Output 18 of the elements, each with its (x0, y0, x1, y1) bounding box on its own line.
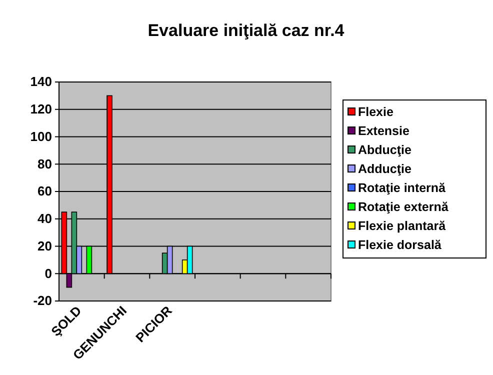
y-tick-label: 80 (38, 156, 52, 172)
y-tick-label: 60 (38, 184, 52, 199)
legend-label: Abducţie (358, 143, 412, 157)
legend-label: Flexie (358, 105, 394, 119)
legend-label: Flexie plantară (358, 219, 447, 233)
legend-label: Rotaţie internă (358, 181, 447, 195)
y-tick-label: 0 (44, 266, 52, 281)
y-tick-label: 120 (30, 102, 52, 117)
chart-title: Evaluare iniţială caz nr.4 (148, 21, 345, 40)
legend-label: Adducţie (358, 162, 412, 176)
y-tick-label: 100 (30, 128, 52, 144)
y-tick-label: -20 (33, 293, 52, 308)
y-tick-label: 40 (38, 211, 52, 226)
y-tick-label: 20 (38, 238, 52, 254)
legend-label: Rotaţie externă (358, 200, 450, 214)
legend-label: Flexie dorsală (358, 238, 442, 252)
y-tick-label: 140 (30, 74, 52, 90)
legend-label: Extensie (358, 124, 410, 138)
